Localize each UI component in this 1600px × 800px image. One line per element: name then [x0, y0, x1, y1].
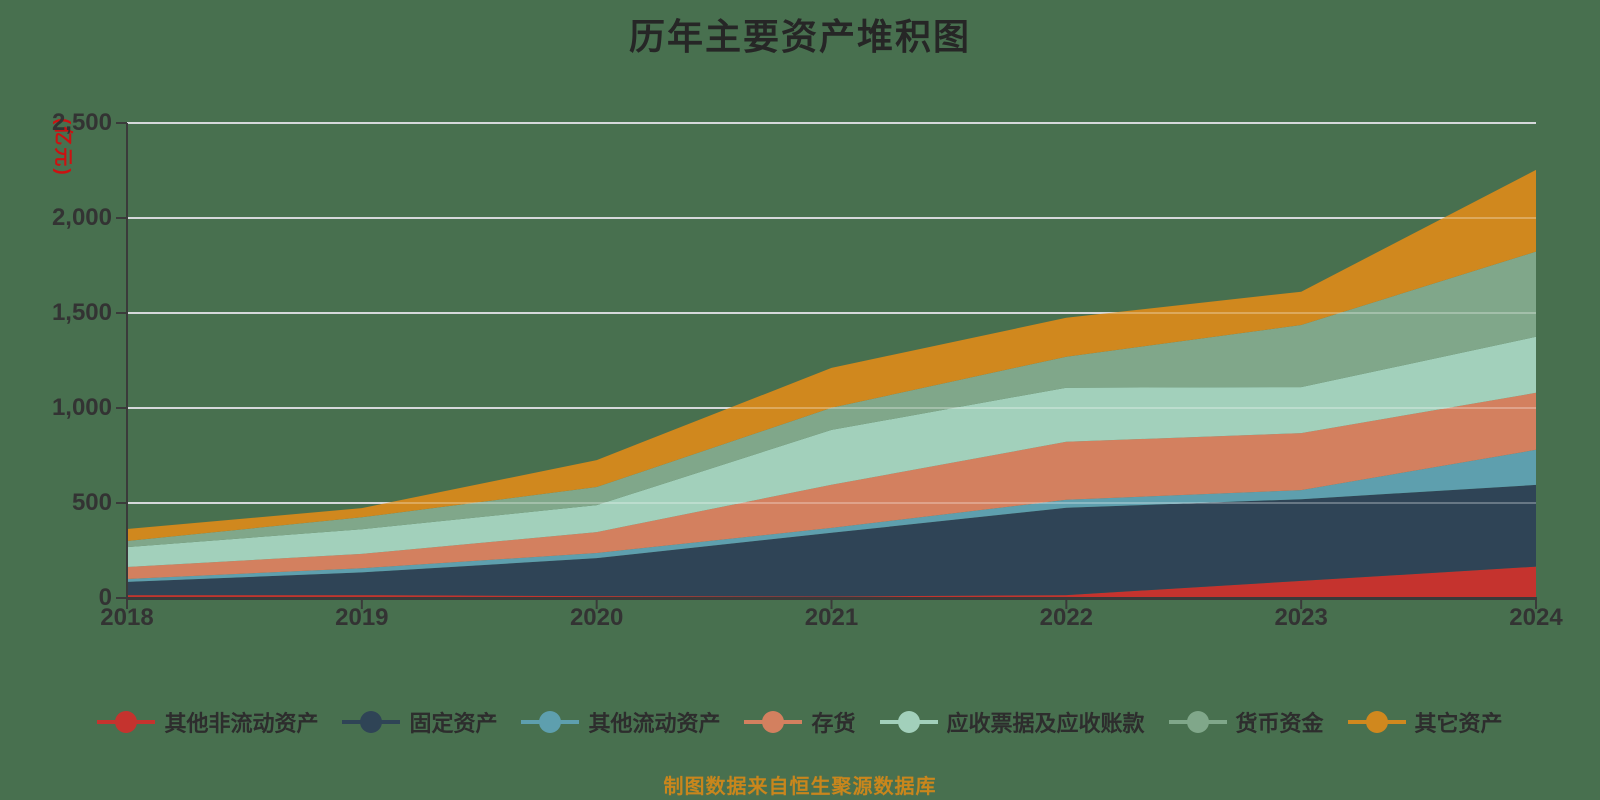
legend-label: 其他流动资产: [588, 711, 721, 736]
legend-label: 存货: [811, 711, 856, 736]
y-axis-tick-label: 500: [71, 489, 112, 516]
x-axis-tick-label: 2024: [1509, 604, 1563, 631]
legend-marker-icon: [342, 710, 401, 734]
x-axis-tick-label: 2021: [804, 604, 859, 631]
legend-item-6[interactable]: 其它资产: [1347, 706, 1503, 738]
legend-label: 其他非流动资产: [164, 711, 319, 736]
chart-title: 历年主要资产堆积图: [628, 16, 971, 57]
legend-label: 固定资产: [409, 711, 498, 736]
legend-marker-icon: [521, 710, 580, 734]
x-axis-tick-label: 2018: [100, 604, 154, 631]
y-axis-tick-label: 1,000: [51, 394, 112, 421]
y-axis-tick-label: 1,500: [51, 299, 112, 326]
legend-item-1[interactable]: 固定资产: [342, 706, 497, 738]
legend: 其他非流动资产 固定资产 其他流动资产 存货 应收票据及应收账款 货币资金 其它资产: [0, 698, 1600, 746]
legend-marker-icon: [744, 710, 803, 734]
area-series-4: [127, 336, 1536, 567]
legend-label: 其它资产: [1414, 711, 1503, 736]
legend-item-3[interactable]: 存货: [744, 706, 856, 738]
legend-marker-icon: [1168, 710, 1227, 734]
legend-item-4[interactable]: 应收票据及应收账款: [879, 706, 1145, 738]
y-axis-tick-label: 2,000: [51, 204, 112, 231]
x-axis-tick-label: 2020: [569, 604, 624, 631]
x-axis-tick-label: 2022: [1039, 604, 1094, 631]
area-series-3: [127, 392, 1536, 579]
legend-item-2[interactable]: 其他流动资产: [521, 706, 720, 738]
y-axis-tick-label: 2,500: [51, 109, 112, 136]
area-series-1: [127, 484, 1536, 597]
legend-item-5[interactable]: 货币资金: [1168, 706, 1324, 738]
legend-label: 货币资金: [1235, 711, 1324, 736]
area-series-0: [127, 566, 1536, 598]
y-axis-tick-label: 0: [98, 584, 112, 611]
x-axis-tick-label: 2023: [1274, 604, 1328, 631]
legend-marker-icon: [97, 710, 156, 734]
x-axis-tick-label: 2019: [335, 604, 389, 631]
legend-marker-icon: [1347, 710, 1406, 734]
legend-item-0[interactable]: 其他非流动资产: [97, 706, 318, 738]
legend-marker-icon: [879, 710, 938, 734]
legend-label: 应收票据及应收账款: [946, 711, 1145, 736]
data-source-note: 制图数据来自恒生聚源数据库: [663, 776, 937, 798]
